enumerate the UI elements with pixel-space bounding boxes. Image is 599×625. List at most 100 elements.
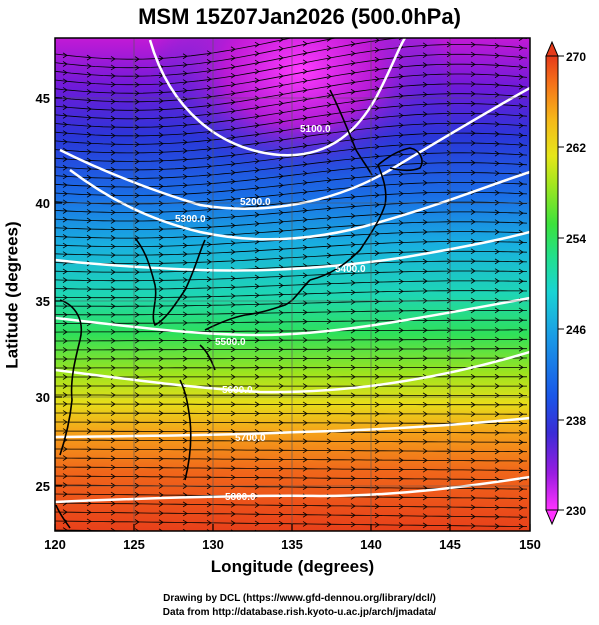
wind-arrow [110, 132, 116, 139]
wind-arrow [254, 256, 260, 263]
wind-arrow [62, 509, 68, 515]
wind-arrow [350, 475, 356, 482]
wind-arrow [254, 194, 260, 200]
wind-arrow [206, 337, 212, 344]
wind-streamlines [55, 24, 528, 531]
wind-arrow [230, 81, 236, 88]
wind-arrow [158, 98, 164, 104]
wind-arrow [62, 78, 68, 85]
wind-arrow [495, 24, 499, 29]
wind-arrow [470, 297, 476, 304]
wind-arrow [86, 294, 92, 301]
wind-arrow [254, 95, 260, 102]
wind-arrow [446, 159, 452, 166]
wind-arrow [254, 465, 260, 472]
wind-arrow [134, 501, 140, 507]
wind-arrow [422, 346, 428, 352]
wind-arrow [134, 428, 140, 435]
wind-arrow [110, 311, 116, 318]
wind-arrow [86, 437, 92, 444]
wind-arrow [326, 92, 332, 99]
wind-arrow [374, 230, 380, 237]
wind-arrow [518, 268, 524, 275]
wind-arrow [422, 170, 428, 176]
wind-arrow [278, 55, 284, 61]
wind-arrow [446, 81, 452, 87]
wind-arrow [254, 502, 260, 508]
wind-arrow [302, 401, 308, 408]
wind-arrow [62, 527, 68, 531]
wind-arrow [350, 203, 356, 210]
wind-arrow [302, 179, 308, 186]
wind-arrow [158, 374, 164, 380]
wind-arrow [470, 169, 476, 176]
wind-arrow [254, 247, 260, 254]
wind-arrow [278, 182, 284, 189]
wind-arrow [278, 45, 284, 52]
y-tick-label: 30 [36, 390, 50, 405]
wind-arrow [494, 448, 500, 455]
wind-arrow [398, 83, 404, 90]
wind-arrow [158, 243, 164, 250]
wind-arrow [422, 229, 428, 235]
wind-arrow [470, 287, 476, 294]
wind-arrow [62, 242, 68, 249]
wind-arrow [62, 164, 68, 171]
streamline [55, 319, 527, 324]
wind-arrow [446, 140, 452, 146]
wind-arrow [422, 288, 428, 294]
wind-arrow [230, 337, 236, 344]
wind-arrow [86, 131, 92, 138]
wind-arrow [494, 219, 500, 226]
wind-arrow [470, 355, 476, 361]
wind-arrow [86, 251, 92, 258]
wind-arrow [518, 336, 524, 343]
streamline [55, 412, 527, 415]
wind-arrow [158, 209, 164, 215]
wind-arrow [518, 190, 524, 197]
wind-arrow [182, 165, 188, 171]
colorbar-tick-label: 246 [566, 323, 586, 337]
colorbar-scale [545, 55, 559, 511]
wind-arrow [134, 328, 140, 335]
wind-arrow [230, 64, 236, 70]
wind-arrow [374, 503, 380, 510]
wind-arrow [86, 428, 92, 434]
wind-arrow [230, 447, 236, 453]
wind-arrow [518, 448, 524, 455]
wind-arrow [518, 83, 524, 90]
wind-arrow [302, 318, 308, 325]
wind-arrow [110, 419, 116, 426]
wind-arrow [326, 130, 332, 136]
wind-arrow [398, 171, 404, 177]
wind-arrow [86, 356, 92, 362]
wind-arrow [302, 142, 308, 149]
wind-arrow [518, 239, 524, 246]
wind-arrow [398, 220, 404, 226]
wind-arrow [374, 124, 380, 131]
wind-arrow [518, 122, 524, 129]
wind-arrow [494, 317, 500, 324]
wind-arrow [230, 483, 236, 490]
wind-arrow [206, 119, 212, 126]
wind-arrow [86, 71, 92, 78]
wind-arrow [398, 278, 404, 285]
wind-arrow [110, 518, 116, 525]
wind-arrow [326, 502, 332, 509]
wind-arrow [446, 336, 452, 343]
wind-arrow [206, 180, 212, 187]
wind-arrow [134, 337, 140, 344]
wind-arrow [62, 410, 68, 416]
wind-arrow [278, 209, 284, 216]
wind-arrow [62, 374, 68, 380]
streamline [55, 38, 338, 69]
wind-arrow [134, 243, 140, 250]
wind-arrow [86, 518, 92, 525]
wind-arrow [470, 268, 476, 274]
wind-arrow [398, 355, 404, 362]
wind-arrow [446, 411, 452, 417]
wind-arrow [470, 523, 476, 529]
wind-arrow [230, 511, 236, 517]
wind-arrow [518, 258, 524, 265]
wind-arrow [254, 438, 260, 444]
